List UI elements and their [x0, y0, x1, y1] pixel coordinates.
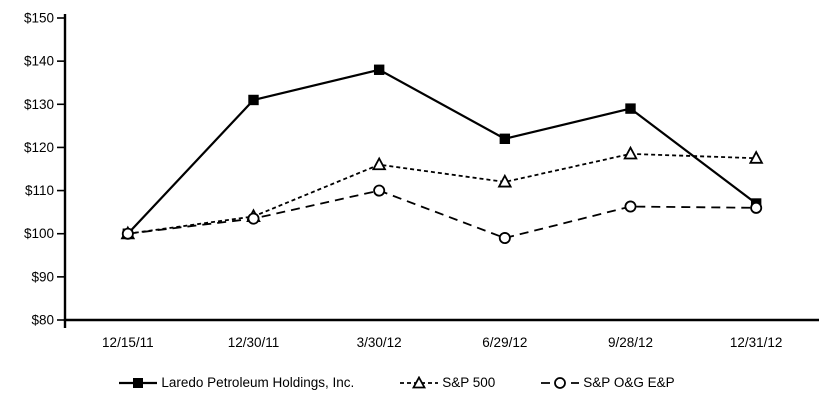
chart-canvas: $80 $90 $100 $110 $120 $130 $140 $150 12/15/11 12… — [24, 11, 819, 350]
legend-marker-open-triangle-icon — [400, 375, 439, 388]
legend-item-sp500: S&P 500 — [400, 375, 495, 390]
marker-open-triangle — [497, 173, 513, 188]
y-tick-label: $130 — [24, 97, 54, 112]
x-tick-label: 3/30/12 — [357, 335, 402, 350]
marker-open-circle — [121, 227, 134, 240]
x-tick-label: 12/15/11 — [102, 335, 154, 350]
y-tick-label: $150 — [24, 11, 54, 26]
marker-filled-square — [499, 133, 511, 144]
marker-open-circle — [498, 232, 511, 245]
y-tick-label: $100 — [24, 226, 54, 241]
marker-filled-square — [373, 64, 385, 75]
marker-open-circle — [247, 212, 260, 225]
legend-item-spoge: S&P O&G E&P — [541, 375, 675, 390]
legend-label-sp500: S&P 500 — [442, 375, 496, 390]
chart-legend: Laredo Petroleum Holdings, Inc. S&P 500 … — [0, 375, 838, 390]
y-tick-label: $110 — [25, 183, 54, 198]
marker-open-triangle — [748, 150, 764, 164]
legend-marker-filled-square-icon — [119, 377, 158, 388]
marker-open-triangle — [371, 156, 387, 171]
marker-open-circle — [373, 184, 386, 197]
x-tick-label: 12/30/11 — [228, 335, 280, 350]
legend-label-laredo: Laredo Petroleum Holdings, Inc. — [161, 375, 355, 390]
marker-filled-square — [625, 103, 636, 114]
legend-item-laredo: Laredo Petroleum Holdings, Inc. — [119, 375, 354, 390]
x-tick-label: 9/28/12 — [608, 335, 653, 350]
marker-open-triangle — [623, 145, 638, 160]
y-tick-label: $80 — [31, 313, 54, 328]
y-tick-label: $90 — [31, 269, 54, 284]
series-line-2 — [127, 152, 757, 235]
marker-open-circle — [750, 201, 763, 214]
x-tick-label: 6/29/12 — [482, 335, 527, 350]
legend-label-spoge: S&P O&G E&P — [583, 375, 675, 390]
series-line-1 — [127, 68, 757, 235]
legend-marker-open-circle-icon — [541, 376, 580, 389]
y-tick-label: $140 — [24, 54, 54, 69]
marker-open-circle — [624, 200, 637, 213]
series-line-3 — [127, 189, 757, 239]
y-tick-label: $120 — [24, 140, 54, 155]
marker-filled-square — [248, 94, 259, 106]
x-tick-label: 12/31/12 — [730, 335, 783, 350]
